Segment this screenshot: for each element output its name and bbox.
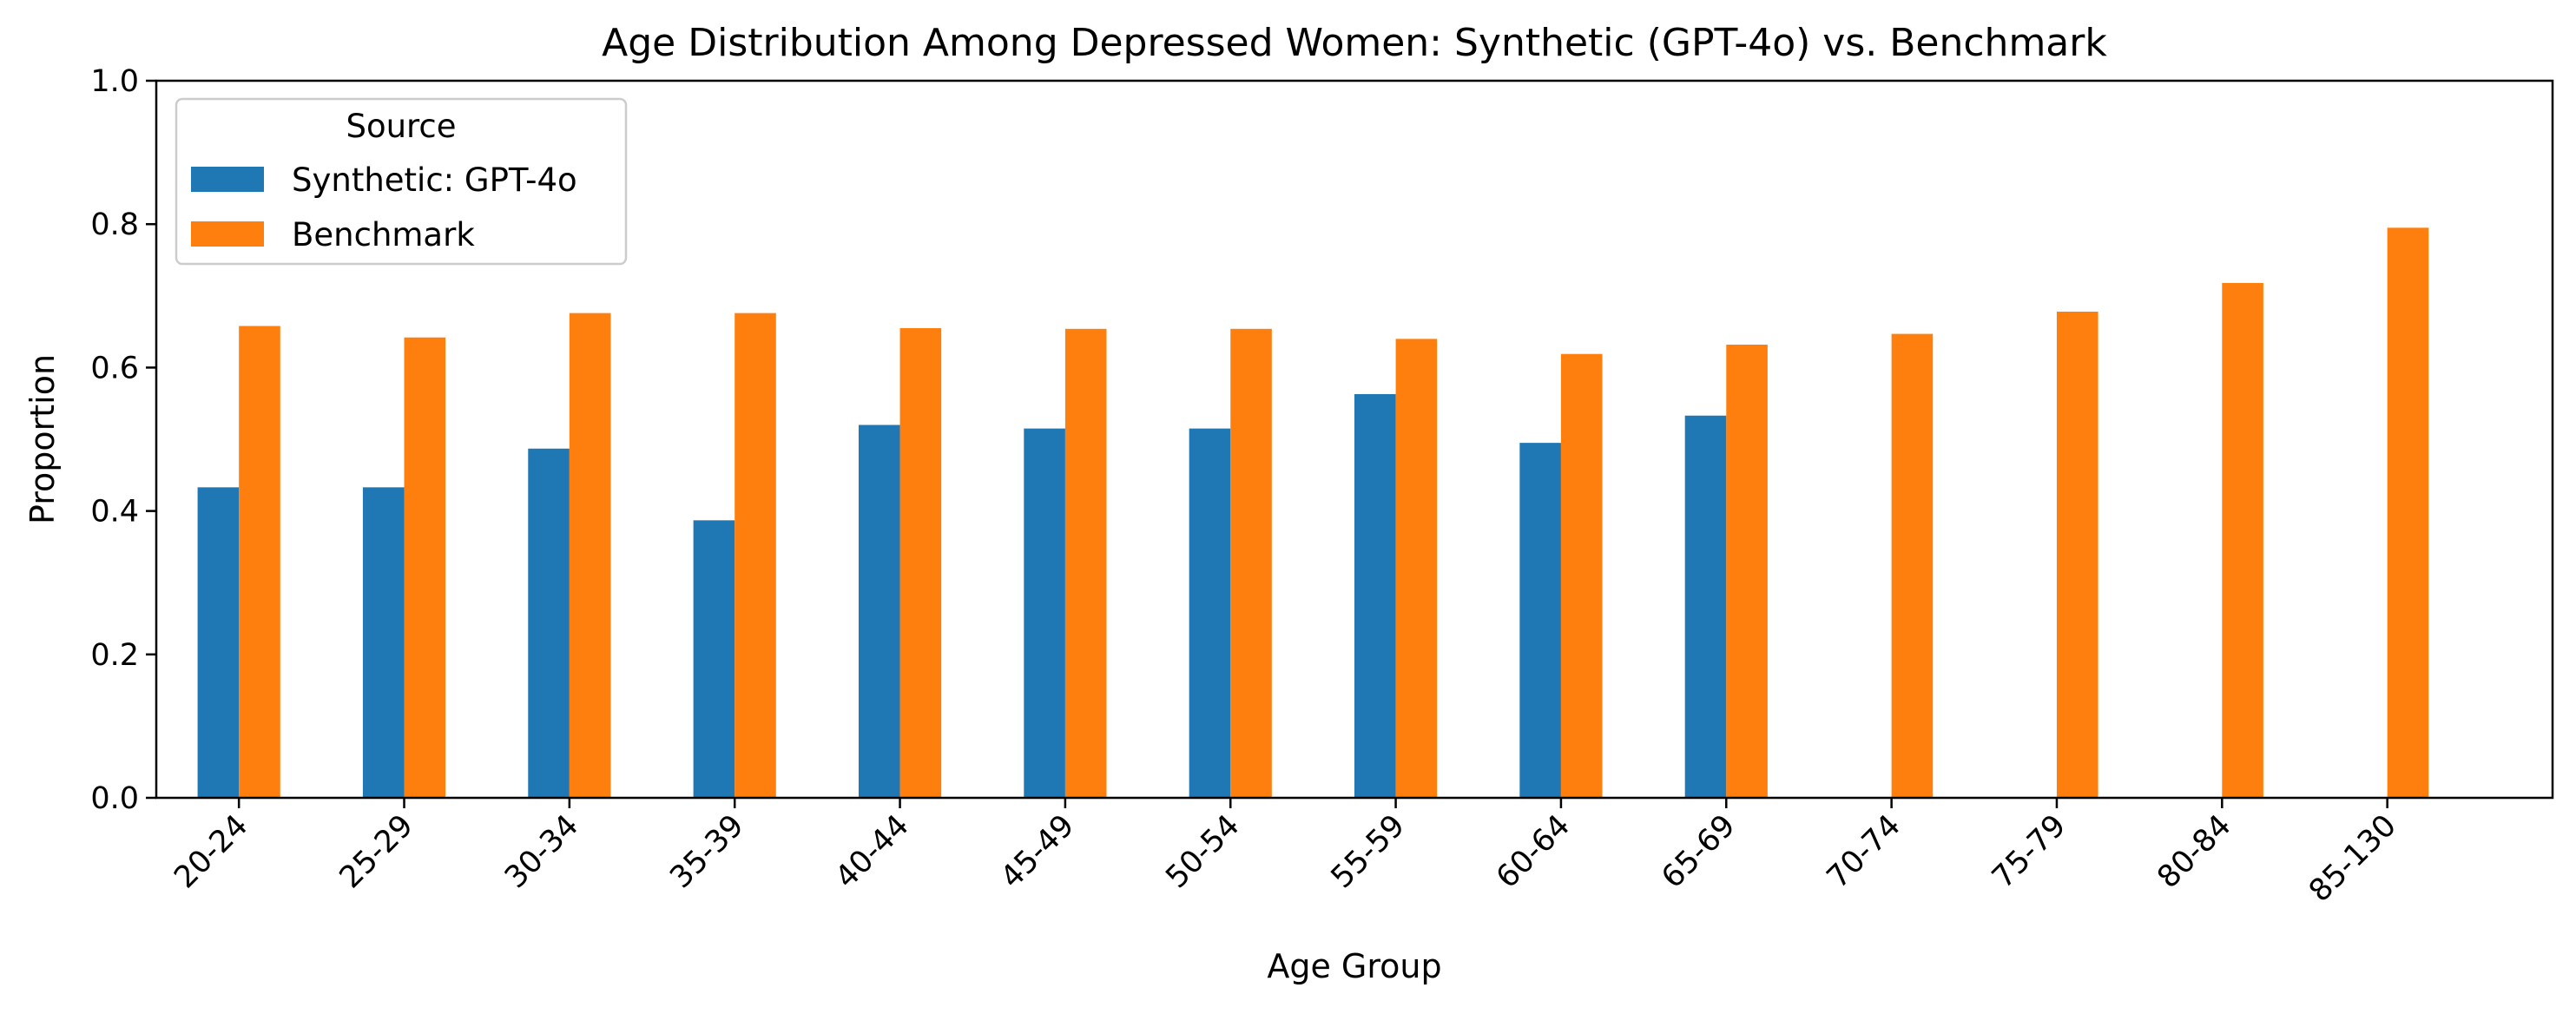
x-tick-label: 40-44 xyxy=(829,808,916,895)
bar-benchmark-35-39 xyxy=(735,313,776,798)
x-tick-label: 75-79 xyxy=(1986,808,2072,895)
bar-synthetic-25-29 xyxy=(362,487,405,798)
bar-benchmark-25-29 xyxy=(404,337,446,799)
y-tick-label: 0.4 xyxy=(90,495,139,530)
x-axis-ticks: 20-24 25-29 30-34 35-39 40-44 45-49 50-54 55-59… xyxy=(168,798,2403,909)
y-tick-label: 0.6 xyxy=(90,351,139,385)
bar-benchmark-85-130 xyxy=(2387,227,2429,799)
bar-benchmark-40-44 xyxy=(899,327,942,799)
bar-synthetic-45-49 xyxy=(1024,428,1065,798)
bar-benchmark-60-64 xyxy=(1560,353,1603,798)
bar-synthetic-50-54 xyxy=(1189,428,1231,798)
legend-entry-synthetic: Synthetic: GPT-4o xyxy=(292,161,577,199)
bar-benchmark-20-24 xyxy=(239,326,280,798)
y-axis-ticks: 0.0 0.2 0.4 0.6 0.8 1.0 xyxy=(90,64,156,816)
x-tick-label: 20-24 xyxy=(168,808,254,895)
chart-title: Age Distribution Among Depressed Women: … xyxy=(602,21,2107,65)
bar-benchmark-55-59 xyxy=(1395,339,1438,798)
bar-benchmark-30-34 xyxy=(569,313,611,798)
bar-synthetic-55-59 xyxy=(1354,393,1396,798)
x-tick-label: 70-74 xyxy=(1821,808,1907,895)
legend-box xyxy=(175,97,628,266)
bar-synthetic-60-64 xyxy=(1519,443,1561,798)
x-tick-label: 60-64 xyxy=(1490,808,1577,895)
bar-benchmark-50-54 xyxy=(1230,328,1272,798)
bar-synthetic-65-69 xyxy=(1684,415,1727,798)
x-axis-label: Age Group xyxy=(1267,947,1441,985)
x-tick-label: 85-130 xyxy=(2303,808,2403,909)
bar-synthetic-35-39 xyxy=(693,520,735,798)
y-tick-label: 0.2 xyxy=(90,638,139,673)
y-tick-label: 0.8 xyxy=(90,207,139,242)
legend: Source Synthetic: GPT-4o Benchmark xyxy=(175,97,628,266)
plot-frame xyxy=(155,79,2554,800)
bar-benchmark-65-69 xyxy=(1726,344,1768,799)
bar-synthetic-20-24 xyxy=(197,487,240,798)
bar-benchmark-75-79 xyxy=(2056,311,2098,799)
legend-title: Source xyxy=(346,108,456,145)
x-tick-label: 35-39 xyxy=(663,808,750,895)
y-tick-label: 0.0 xyxy=(90,781,139,816)
bar-benchmark-45-49 xyxy=(1064,328,1107,798)
x-tick-label: 65-69 xyxy=(1655,808,1742,895)
y-axis-label: Proportion xyxy=(23,354,62,524)
x-tick-label: 80-84 xyxy=(2151,808,2237,895)
x-tick-label: 50-54 xyxy=(1159,808,1246,895)
x-tick-label: 25-29 xyxy=(333,808,420,895)
bar-benchmark-80-84 xyxy=(2222,282,2263,798)
bar-synthetic-40-44 xyxy=(858,425,900,798)
y-tick-label: 1.0 xyxy=(90,64,139,99)
x-tick-label: 45-49 xyxy=(994,808,1081,895)
bars-group xyxy=(197,227,2429,799)
bar-synthetic-30-34 xyxy=(528,448,570,798)
legend-swatch-benchmark xyxy=(191,221,264,247)
bar-benchmark-70-74 xyxy=(1891,333,1934,799)
legend-swatch-synthetic xyxy=(191,167,264,192)
legend-entry-benchmark: Benchmark xyxy=(292,216,475,254)
x-tick-label: 30-34 xyxy=(498,808,585,895)
x-tick-label: 55-59 xyxy=(1325,808,1412,895)
